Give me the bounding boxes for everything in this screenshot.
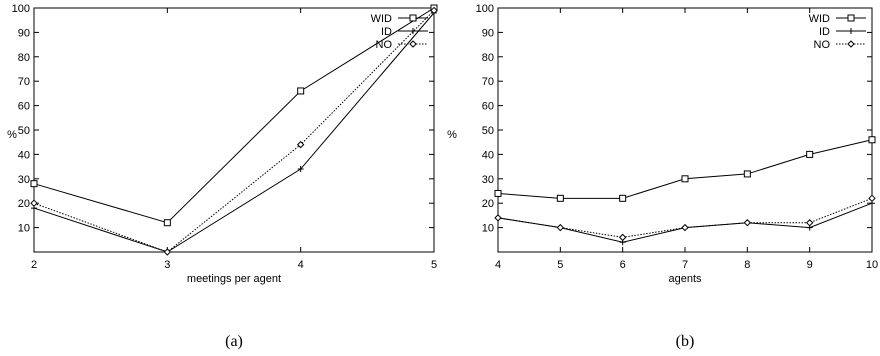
- y-tick-label: 60: [482, 101, 494, 113]
- data-point-no: [743, 219, 752, 227]
- x-tick-label: 3: [164, 259, 170, 271]
- x-axis-label: meetings per agent: [187, 273, 281, 285]
- series-line-no: [33, 10, 435, 253]
- y-tick-label: 20: [482, 198, 494, 210]
- data-point-no: [805, 219, 814, 227]
- panel-caption: (b): [676, 333, 695, 350]
- y-tick-label: 80: [18, 52, 30, 64]
- data-point-wid: [806, 150, 814, 158]
- legend-label: NO: [814, 39, 831, 51]
- chart-panel-b: 10 20 30 40 50 60 70 80 90 100 4 5 6 7 8 9 10 agents% (b) W…: [447, 3, 878, 350]
- legend-label: WID: [809, 13, 830, 25]
- legend-marker: [847, 40, 855, 48]
- y-tick-label: 100: [476, 3, 494, 15]
- x-axis-label: agents: [668, 273, 702, 285]
- y-tick-label: 40: [482, 149, 494, 161]
- data-point-wid: [163, 219, 171, 227]
- y-tick-label: 30: [18, 174, 30, 186]
- data-point-wid: [494, 189, 502, 197]
- x-tick-label: 9: [807, 259, 813, 271]
- y-tick-label: 20: [18, 198, 30, 210]
- x-tick-label: 5: [557, 259, 563, 271]
- x-tick-label: 6: [620, 259, 626, 271]
- legend-label: ID: [381, 26, 392, 38]
- data-point-no: [494, 214, 502, 222]
- x-tick-label: 4: [298, 259, 304, 271]
- series-no: [30, 6, 438, 256]
- data-point-no: [868, 194, 876, 203]
- series-line-id: [33, 12, 435, 253]
- legend-marker: [847, 14, 855, 22]
- y-tick-label: 50: [482, 125, 494, 137]
- data-point-wid: [868, 136, 876, 144]
- y-axis-label: %: [7, 129, 17, 141]
- data-point-wid: [30, 180, 38, 188]
- data-point-no: [296, 140, 305, 149]
- legend-marker: [409, 14, 417, 22]
- data-point-no: [556, 223, 565, 232]
- y-tick-label: 10: [18, 223, 30, 235]
- legend-marker: [410, 28, 416, 34]
- series-line-wid: [497, 139, 873, 199]
- legend-label: NO: [376, 39, 393, 51]
- series-line-wid: [33, 7, 435, 224]
- x-tick-label: 10: [866, 259, 878, 271]
- y-tick-label: 80: [482, 52, 494, 64]
- x-tick-label: 5: [431, 259, 437, 271]
- y-tick-label: 60: [18, 101, 30, 113]
- y-tick-label: 70: [482, 76, 494, 88]
- series-line-id: [497, 202, 873, 243]
- data-point-no: [30, 199, 38, 207]
- data-point-wid: [297, 87, 305, 95]
- y-tick-label: 100: [12, 3, 30, 15]
- y-tick-label: 30: [482, 174, 494, 186]
- series-wid: [30, 4, 438, 227]
- y-tick-label: 90: [18, 27, 30, 39]
- data-point-wid: [681, 175, 689, 183]
- y-tick-label: 10: [482, 223, 494, 235]
- series-wid: [494, 136, 876, 202]
- x-tick-label: 2: [31, 259, 37, 271]
- data-point-no: [430, 6, 438, 15]
- legend-label: ID: [819, 26, 830, 38]
- data-point-no: [618, 233, 627, 242]
- chart-panel-a: 10 20 30 40 50 60 70 80 90 100 2 3 4 5 meetings per ag…: [7, 3, 438, 350]
- data-point-no: [163, 248, 172, 256]
- series-no: [494, 194, 876, 242]
- x-tick-label: 8: [744, 259, 750, 271]
- x-tick-label: 4: [495, 259, 501, 271]
- series-id: [495, 200, 875, 246]
- data-point-id: [297, 166, 304, 173]
- y-tick-label: 50: [18, 125, 30, 137]
- data-point-wid: [556, 194, 564, 202]
- data-point-no: [681, 223, 689, 232]
- legend-label: WID: [371, 13, 392, 25]
- x-tick-label: 7: [682, 259, 688, 271]
- legend-marker: [409, 40, 417, 48]
- y-tick-label: 70: [18, 76, 30, 88]
- y-tick-label: 40: [18, 149, 30, 161]
- legend-marker: [848, 28, 854, 34]
- y-axis-label: %: [447, 129, 457, 141]
- y-tick-label: 90: [482, 27, 494, 39]
- data-point-wid: [743, 170, 751, 178]
- series-line-no: [497, 197, 873, 238]
- panel-caption: (a): [225, 333, 243, 350]
- data-point-wid: [619, 194, 627, 202]
- plot-frame: [33, 7, 435, 253]
